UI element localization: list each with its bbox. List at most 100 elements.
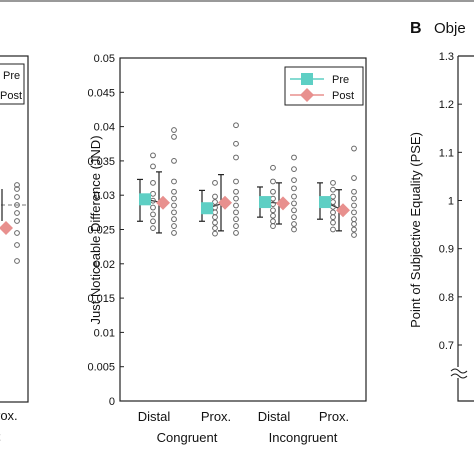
pre-subject-point	[150, 218, 156, 225]
pre-subject-point	[212, 209, 218, 216]
post-subject-point	[291, 185, 297, 192]
post-subject-point	[233, 122, 239, 129]
jnd-legend: Pre Post	[284, 66, 364, 106]
x-label-incongruent-distal: Distal	[258, 409, 291, 424]
post-mean-marker	[276, 196, 290, 211]
post-subject-point	[291, 207, 297, 214]
jnd-y-ticks: 0 0.005 0.01 0.015 0.02 0.025 0.03 0.035 0.04 0.0…	[87, 53, 124, 408]
left-category-label: rox.	[0, 408, 18, 423]
pre-subject-point	[150, 211, 156, 218]
post-subject-point	[233, 209, 239, 216]
post-subject-point	[171, 216, 177, 223]
jnd-plot-frame	[119, 57, 367, 402]
jnd-legend-box	[284, 66, 364, 106]
jnd-ytick-label: 0.005	[87, 362, 115, 374]
x-group-incongruent: Incongruent	[269, 430, 338, 445]
pre-mean-marker	[201, 202, 213, 215]
legend-pre-marker	[301, 73, 313, 85]
post-subject-point	[233, 140, 239, 147]
post-subject-point	[351, 145, 357, 152]
post-subject-point	[171, 209, 177, 216]
pse-y-axis-label: Point of Subjective Equality (PSE)	[408, 132, 423, 328]
post-subject-point	[171, 223, 177, 229]
post-subject-point	[171, 127, 177, 133]
left-subject-point	[14, 210, 20, 216]
left-subject-point	[14, 182, 20, 188]
post-subject-point	[351, 195, 357, 202]
post-subject-point	[233, 154, 239, 161]
pre-subject-point	[212, 225, 218, 232]
post-subject-point	[171, 202, 177, 209]
post-subject-point	[351, 202, 357, 209]
pre-subject-point	[330, 226, 336, 233]
post-subject-point	[351, 216, 357, 223]
jnd-ytick-label: 0.015	[87, 293, 115, 305]
post-subject-point	[291, 214, 297, 221]
left-subject-point	[14, 242, 20, 248]
post-mean-marker	[156, 195, 170, 210]
pre-subject-point	[270, 195, 276, 202]
pse-ytick-label: 1.2	[439, 99, 454, 111]
pse-ytick-label: 0.7	[439, 340, 454, 352]
jnd-ytick-label: 0.05	[94, 53, 115, 65]
pre-subject-point	[270, 164, 276, 171]
post-subject-point	[291, 221, 297, 227]
pre-subject-point	[330, 186, 336, 193]
pre-subject-point	[212, 179, 218, 186]
pre-subject-point	[150, 152, 156, 159]
left-legend-pre-label: Pre	[3, 70, 20, 82]
pre-subject-point	[212, 214, 218, 221]
post-subject-point	[291, 166, 297, 173]
post-subject-point	[351, 232, 357, 238]
pre-subject-point	[150, 179, 156, 186]
post-subject-point	[233, 195, 239, 202]
jnd-ytick-label: 0.035	[87, 156, 115, 168]
jnd-data-marks	[137, 122, 357, 238]
legend-post-marker	[300, 88, 314, 102]
post-subject-point	[171, 230, 177, 236]
pre-subject-point	[270, 188, 276, 195]
x-label-congruent-prox: Prox.	[201, 409, 231, 424]
jnd-ytick-label: 0.04	[94, 122, 115, 134]
pre-subject-point	[270, 218, 276, 225]
post-subject-point	[233, 188, 239, 195]
x-group-congruent: Congruent	[157, 430, 218, 445]
pre-subject-point	[330, 209, 336, 216]
post-subject-point	[233, 216, 239, 223]
legend-pre-label: Pre	[332, 74, 349, 86]
jnd-ytick-label: 0.01	[94, 327, 115, 339]
pse-ytick-label: 0.9	[439, 244, 454, 256]
left-post-mean-marker	[0, 221, 13, 235]
left-legend-post-label: Post	[0, 90, 22, 102]
x-label-incongruent-prox: Prox.	[319, 409, 349, 424]
pre-subject-point	[330, 199, 336, 205]
pre-subject-point	[150, 225, 156, 232]
left-panel-frame	[0, 55, 29, 403]
jnd-y-axis-label: Just Noticeable Difference (JND)	[88, 135, 103, 324]
left-subject-point	[14, 202, 20, 208]
post-subject-point	[233, 230, 239, 236]
pse-ytick-label: 1.3	[439, 51, 454, 63]
post-mean-marker	[336, 203, 350, 218]
panel-b-title: Obje	[434, 20, 466, 37]
pre-subject-point	[270, 178, 276, 185]
pre-subject-point	[270, 207, 276, 214]
post-subject-point	[351, 175, 357, 181]
panel-b-letter: B	[410, 20, 422, 37]
pre-subject-point	[330, 193, 336, 200]
post-subject-point	[171, 158, 177, 164]
post-subject-point	[171, 133, 177, 140]
pre-subject-point	[212, 193, 218, 200]
pse-ytick-label: 1	[448, 196, 454, 208]
post-subject-point	[351, 209, 357, 216]
pse-plot-frame	[457, 55, 474, 402]
post-subject-point	[233, 223, 239, 229]
left-legend-box	[0, 63, 25, 105]
left-subject-point	[14, 186, 20, 192]
post-subject-point	[291, 177, 297, 184]
post-subject-point	[233, 178, 239, 185]
jnd-ytick-label: 0	[109, 396, 115, 408]
pre-subject-point	[330, 219, 336, 226]
left-group-label: t	[0, 429, 1, 444]
